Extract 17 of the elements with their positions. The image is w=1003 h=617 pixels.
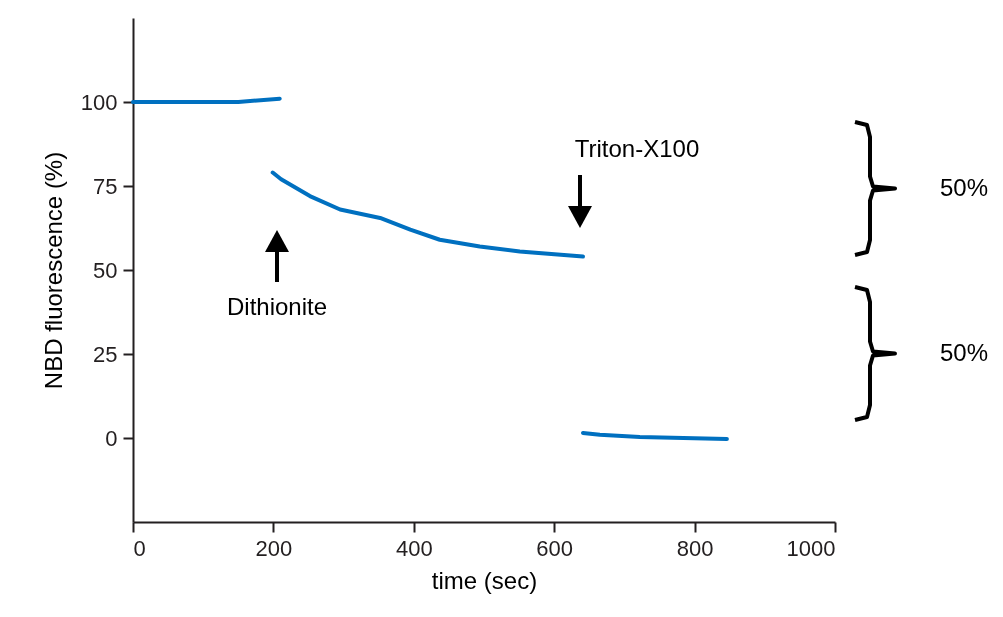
x-tick-label: 0 [133,535,146,561]
annotation: Dithionite [226,293,328,320]
y-axis-title: NBD fluorescence (%) [39,151,67,390]
x-tick-label: 400 [395,535,433,561]
text: 50% [940,173,989,201]
x-tick-label: 600 [536,535,574,561]
annotation: Triton-X100 [574,135,700,162]
x-axis-title: time (sec) [431,566,538,594]
y-tick-label: 50 [93,257,118,283]
x-tick-label: 800 [676,535,714,561]
y-tick-label: 100 [80,89,118,115]
y-tick-label: 75 [93,173,118,199]
x-tick-label: 200 [255,535,293,561]
y-tick-label: 0 [105,425,118,451]
text: 50% [940,338,989,366]
x-tick-label: 1000 [786,535,836,561]
y-tick-label: 25 [93,341,118,367]
